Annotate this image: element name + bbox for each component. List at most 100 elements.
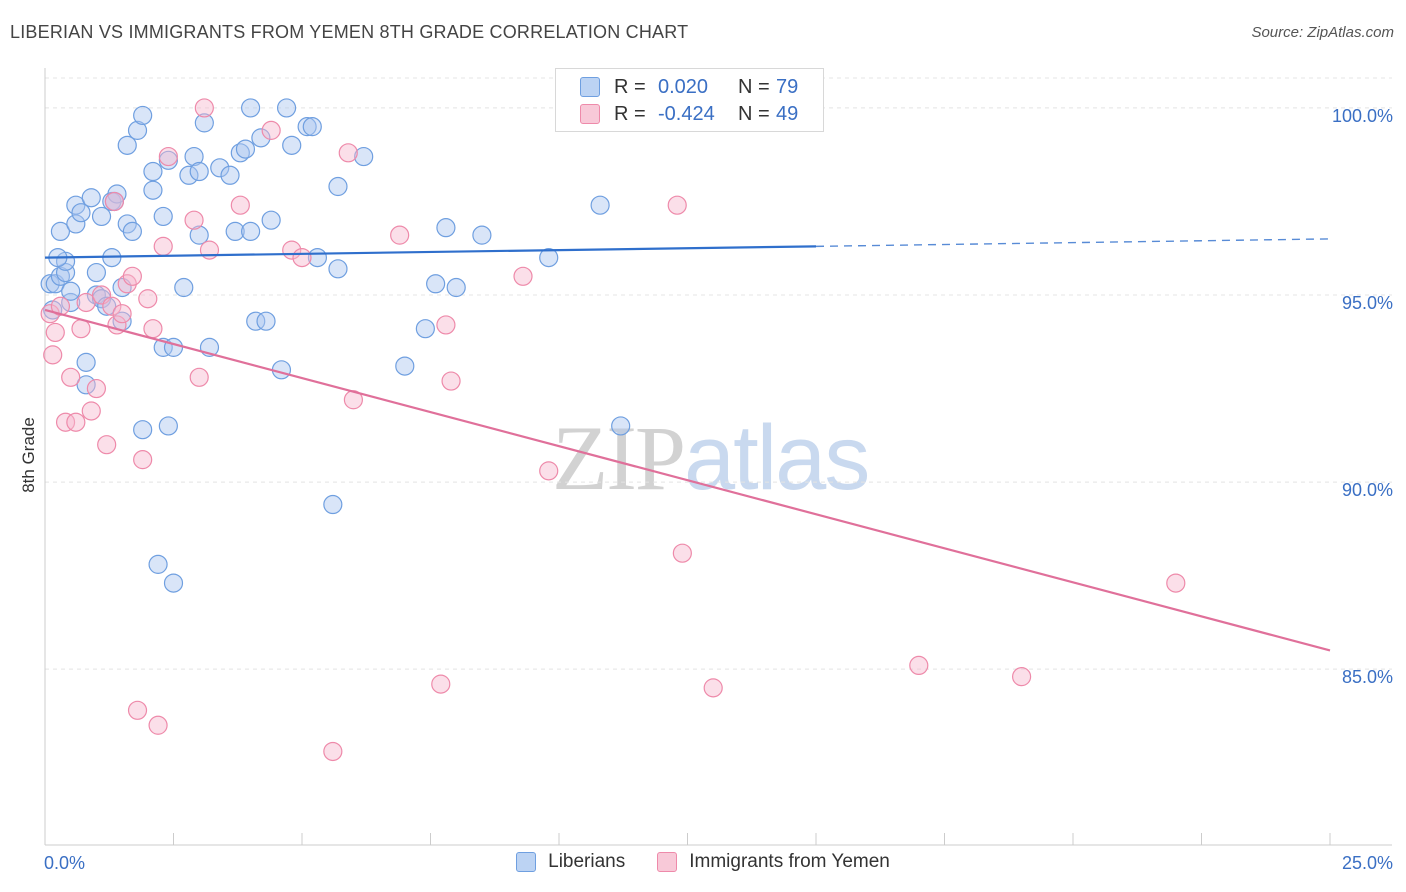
yemen-point	[43, 345, 63, 365]
liberians-point	[133, 105, 153, 126]
legend-n-value: 49	[776, 102, 799, 125]
liberians-point	[127, 120, 148, 140]
liberians-point	[143, 180, 163, 200]
liberians-point	[143, 161, 163, 182]
stats-legend: R = 0.020 N = 79 R = -0.424 N = 49	[555, 68, 824, 132]
y-axis-label: 8th Grade	[19, 417, 38, 493]
liberians-point	[148, 554, 168, 574]
liberians-point	[55, 262, 76, 283]
yemen-point	[133, 450, 153, 470]
series-legend-label: Immigrants from Yemen	[689, 851, 890, 872]
yemen-point	[513, 266, 533, 286]
liberians-point	[91, 206, 112, 227]
liberians-point	[50, 266, 71, 286]
liberians-point	[590, 195, 610, 215]
liberians-point	[302, 117, 322, 137]
liberians-point	[415, 319, 435, 339]
liberians-point	[122, 221, 142, 241]
yemen-point	[261, 120, 281, 140]
liberians-point	[158, 416, 178, 436]
legend-row-yemen: R = -0.424 N = 49	[580, 102, 798, 126]
yemen-point	[158, 146, 178, 167]
liberians-point	[241, 98, 261, 118]
yemen-trend-line	[44, 308, 1331, 652]
legend-n-label: N =	[738, 102, 770, 125]
series-legend-liberians: Liberians	[516, 851, 625, 873]
legend-n-value: 79	[776, 75, 799, 98]
yemen-point	[539, 461, 559, 481]
yemen-point	[431, 674, 451, 694]
legend-swatch-yemen	[580, 104, 600, 124]
liberians-point	[107, 184, 127, 204]
liberians-point	[354, 146, 374, 167]
liberians-point	[220, 165, 240, 185]
yemen-point	[153, 236, 173, 256]
yemen-point	[112, 304, 132, 324]
yemen-point	[45, 322, 65, 343]
liberians-point	[241, 221, 261, 241]
yemen-point	[97, 435, 117, 455]
liberians-point	[323, 494, 343, 515]
liberians-point	[235, 139, 256, 159]
liberians-point	[297, 117, 317, 137]
yemen-point	[184, 210, 204, 230]
liberians-point	[50, 221, 71, 241]
watermark-atlas: atlas	[684, 407, 870, 509]
liberians-point	[174, 277, 194, 298]
x-tick-label: 0.0%	[44, 853, 85, 873]
y-tick-label: 90.0%	[1342, 480, 1393, 500]
liberians-point	[163, 337, 184, 357]
liberians-point	[86, 262, 107, 283]
yemen-point	[50, 296, 71, 316]
yemen-point	[703, 678, 723, 698]
liberians-point	[282, 135, 302, 155]
x-tick-label: 25.0%	[1342, 853, 1393, 873]
liberians-point	[184, 146, 204, 167]
legend-swatch-liberians	[580, 77, 600, 97]
liberians-point	[40, 274, 60, 294]
liberians-point	[163, 573, 184, 593]
liberians-point	[611, 416, 631, 436]
yemen-point	[338, 143, 358, 163]
liberians-point	[61, 292, 81, 313]
yemen-point	[81, 401, 101, 421]
liberians-point	[436, 218, 456, 238]
liberians-point	[97, 296, 117, 316]
watermark: ZIPatlas	[552, 405, 870, 511]
yemen-point	[55, 412, 76, 432]
yemen-point	[672, 543, 692, 563]
yemen-point	[66, 412, 86, 432]
liberians-point	[446, 277, 466, 298]
yemen-point	[122, 266, 142, 286]
liberians-point	[539, 247, 559, 268]
liberians-point	[66, 214, 86, 234]
yemen-point	[1011, 667, 1032, 687]
liberians-point	[76, 375, 96, 395]
liberians-point	[251, 128, 271, 148]
liberians-point	[210, 158, 230, 178]
liberians-point	[328, 259, 348, 279]
legend-r-value: 0.020	[658, 75, 709, 98]
yemen-point	[143, 319, 163, 339]
y-tick-label: 85.0%	[1342, 667, 1393, 687]
chart-title: LIBERIAN VS IMMIGRANTS FROM YEMEN 8TH GR…	[10, 22, 689, 42]
liberians-point	[117, 135, 137, 155]
yemen-point	[441, 371, 461, 391]
liberians-point	[189, 161, 209, 182]
yemen-point	[1166, 573, 1186, 593]
liberians-point	[133, 420, 153, 440]
yemen-point	[323, 741, 343, 762]
liberians-point	[230, 143, 250, 163]
yemen-point	[390, 225, 410, 245]
yemen-point	[127, 700, 148, 720]
yemen-point	[667, 195, 687, 215]
yemen-point	[189, 367, 209, 387]
legend-r-value: -0.424	[658, 102, 715, 125]
yemen-point	[194, 98, 214, 118]
yemen-point	[86, 378, 107, 399]
liberians-point	[194, 113, 214, 133]
y-tick-label: 100.0%	[1332, 106, 1393, 126]
yemen-point	[104, 191, 124, 212]
legend-row-liberians: R = 0.020 N = 79	[580, 75, 798, 99]
